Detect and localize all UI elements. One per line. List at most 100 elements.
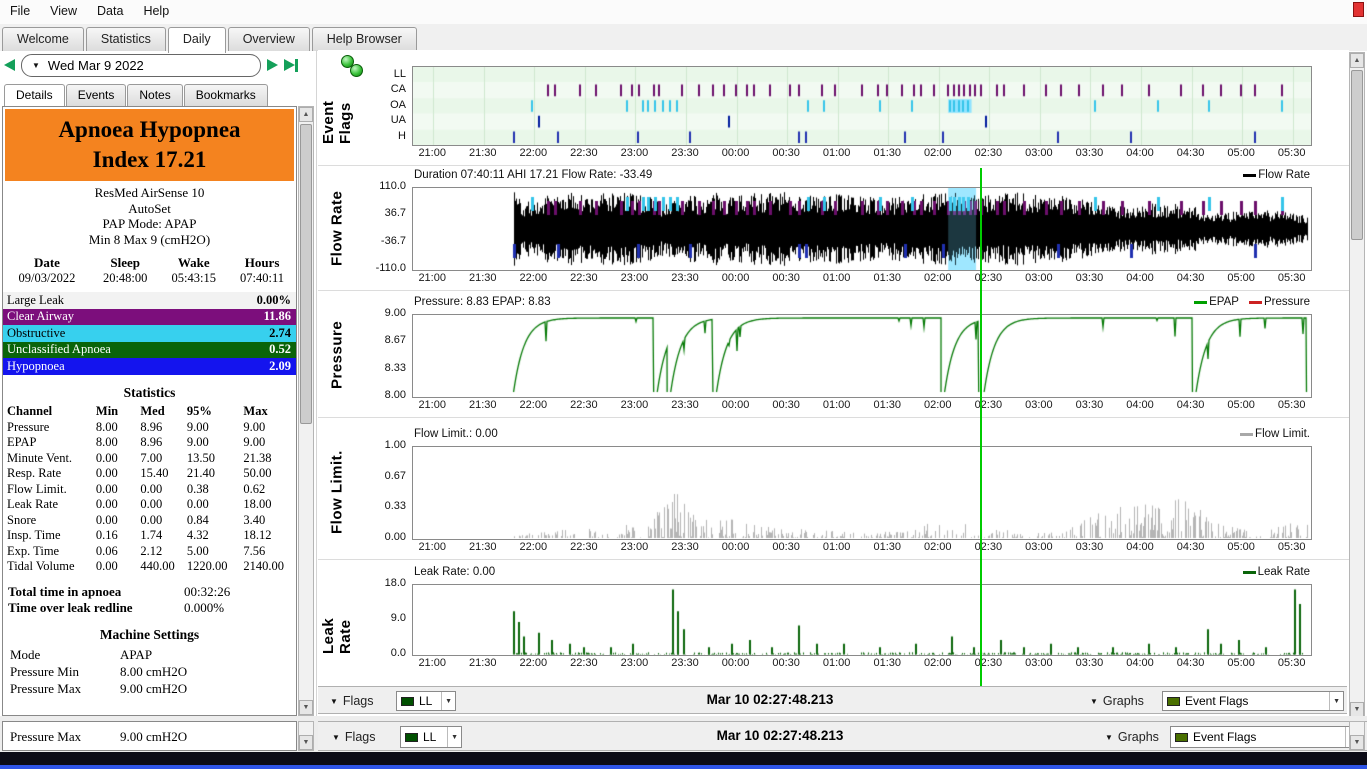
latest-day-button[interactable] [284,58,298,72]
x-axis-tick-label: 23:00 [620,399,649,411]
menu-view[interactable]: View [50,4,78,18]
stats-cell: 0.00 [95,559,118,573]
stats-header: Med [140,403,165,418]
stats-cell: 18.00 [243,497,272,511]
x-axis-tick-label: 23:00 [620,147,649,159]
stats-cell: 2.12 [140,543,163,558]
totals-value: 00:32:26 [184,583,231,599]
sidebar-scrollbar[interactable]: ▲ ▼ [298,106,314,716]
x-axis-tick-label: 04:30 [1176,541,1205,553]
bookmark-pin-icon[interactable] [350,64,363,77]
menu-file[interactable]: File [10,4,31,18]
x-axis-tick-label: 00:00 [721,399,750,411]
x-axis-tick-label: 21:30 [468,399,497,411]
stats-cell: 1.74 [140,528,163,542]
stats-cell: 0.00 [140,497,163,511]
x-axis-tick-label: 01:30 [873,272,901,284]
scroll-up-icon[interactable]: ▲ [1350,53,1364,68]
date-selector-value: Wed Mar 9 2022 [47,57,144,73]
x-axis-tick-label: 01:30 [873,147,901,159]
date-navigation: ▼ Wed Mar 9 2022 [4,53,298,77]
flags-combo[interactable]: LL ▼ [400,726,462,748]
bookmark-pin-icon[interactable] [341,55,354,68]
prev-day-button[interactable] [4,59,15,71]
scroll-down-icon[interactable]: ▼ [299,735,313,750]
x-axis-tick-label: 23:30 [671,147,699,159]
event-value: 2.74 [269,325,291,340]
flags-combo[interactable]: LL ▼ [396,691,456,711]
menu-help[interactable]: Help [143,4,170,18]
flags-toggle[interactable]: ▼ Flags [330,694,374,708]
setting-row: Pressure Min 8.00 cmH2O [10,663,296,680]
x-axis-tick-label: 00:00 [721,272,750,284]
graphs-toggle[interactable]: ▼ Graphs [1105,730,1159,744]
scroll-down-icon[interactable]: ▼ [1350,735,1364,750]
x-axis-labels: 21:00 21:30 22:00 22:30 23:00 23:30 00:00 00:30… [318,541,1349,555]
charts-scrollbar[interactable]: ▲ ▼ [1349,52,1365,718]
flow-rate-plot[interactable] [412,187,1312,271]
pressure-plot[interactable] [412,314,1312,398]
event-label: Unclassified Apnoea [7,342,111,357]
tab-statistics[interactable]: Statistics [85,27,166,51]
tab-help-browser[interactable]: Help Browser [311,27,417,51]
stats-cell: 0.00 [140,512,163,527]
y-axis-tick-label: 8.00 [384,389,406,401]
x-axis-tick-label: 21:30 [468,272,497,284]
date-selector[interactable]: ▼ Wed Mar 9 2022 [21,53,261,77]
graphs-combo-value: Event Flags [1185,694,1249,708]
leak-rate-legend: Leak Rate [1242,566,1310,578]
x-axis-tick-label: 21:00 [418,147,446,159]
x-axis-tick-label: 03:30 [1075,541,1104,553]
charts-scrollbar-fragment[interactable]: ▼ [1349,721,1365,751]
time-cursor-line [979,168,982,686]
leak-rate-plot[interactable] [412,584,1312,656]
scroll-up-icon[interactable]: ▲ [299,107,313,122]
stats-cell: 0.84 [186,512,209,527]
window-control-fragment[interactable] [1353,2,1364,17]
stats-cell: 8.96 [140,419,163,434]
flow-rate-overlay: Duration 07:40:11 AHI 17.21 Flow Rate: -… [414,169,653,181]
event-label: Clear Airway [7,309,74,324]
stats-cell: 0.38 [186,481,209,496]
graphs-combo[interactable]: Event Flags ▼ [1170,726,1360,748]
table-row: EPAP 8.00 8.96 9.00 9.00 [3,435,296,451]
flags-toggle[interactable]: ▼ Flags [332,730,376,744]
scroll-down-icon[interactable]: ▼ [299,700,313,715]
sidebar-tab-bookmarks[interactable]: Bookmarks [183,84,268,106]
menu-data[interactable]: Data [97,4,124,18]
legend-label: Leak Rate [1257,566,1310,578]
screen-bottom-strip [0,752,1367,765]
charts-scrollbar-thumb[interactable] [1351,70,1363,240]
statistics-table: Channel Min Med 95% Max Pressure 8.00 8.96 9.00 9… [3,404,296,575]
stats-cell: 7.00 [140,450,163,465]
x-axis-tick-label: 21:30 [468,657,497,669]
sidebar-scrollbar-thumb[interactable] [300,124,312,424]
tab-daily[interactable]: Daily [167,27,226,53]
y-axis-tick-label: 8.33 [384,361,406,374]
x-axis-tick-label: 03:30 [1075,147,1104,159]
event-flags-row-label: H [398,129,406,142]
chevron-down-icon: ▼ [32,60,40,70]
graphs-combo-value: Event Flags [1193,730,1257,744]
sidebar-scrollbar-fragment[interactable]: ▼ [298,721,314,751]
tab-overview[interactable]: Overview [227,27,310,51]
event-flags-plot[interactable] [412,66,1312,146]
graphs-toggle[interactable]: ▼ Graphs [1090,694,1144,708]
x-axis-tick-label: 22:00 [519,147,548,159]
chevron-down-icon: ▼ [330,696,338,706]
scroll-down-icon[interactable]: ▼ [1350,702,1364,717]
sidebar-tab-details[interactable]: Details [4,84,65,108]
chevron-down-icon: ▼ [1329,692,1340,710]
graphs-combo[interactable]: Event Flags ▼ [1162,691,1344,711]
next-day-button[interactable] [267,59,278,71]
machine-settings-title: Machine Settings [99,626,200,642]
sidebar-tab-events[interactable]: Events [65,84,127,106]
sidebar-tab-notes[interactable]: Notes [127,84,183,106]
flow-rate-legend: Flow Rate [1243,169,1310,181]
flow-limit-plot[interactable] [412,446,1312,540]
chevron-down-icon: ▼ [447,727,458,747]
flags-combo-value: LL [423,730,437,744]
tab-welcome[interactable]: Welcome [2,27,84,51]
stats-cell: 5.00 [186,543,209,558]
x-axis-tick-label: 23:00 [620,541,649,553]
